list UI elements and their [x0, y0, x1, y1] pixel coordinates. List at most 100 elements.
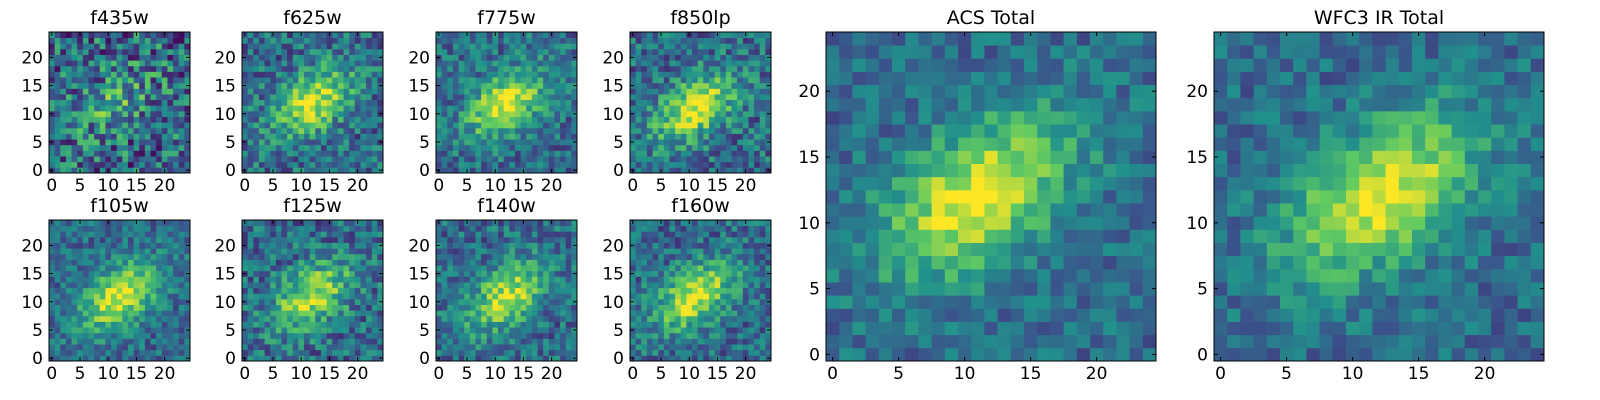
- heatmap-cell: [759, 48, 766, 55]
- heatmap-cell: [481, 133, 488, 140]
- heatmap-cell: [366, 144, 373, 151]
- heatmap-cell: [247, 105, 254, 112]
- heatmap-cell: [253, 282, 260, 289]
- heatmap-cell: [675, 315, 682, 322]
- heatmap-cell: [646, 60, 653, 67]
- heatmap-cell: [742, 332, 749, 339]
- heatmap-cell: [253, 144, 260, 151]
- heatmap-cell: [309, 43, 316, 50]
- heatmap-cell: [635, 82, 642, 89]
- heatmap-cell: [315, 220, 322, 227]
- heatmap-cell: [54, 282, 61, 289]
- heatmap-cell: [464, 293, 471, 300]
- heatmap-cell: [486, 43, 493, 50]
- heatmap-cell: [178, 71, 185, 78]
- heatmap-cell: [332, 99, 339, 106]
- heatmap-cell: [492, 242, 499, 249]
- heatmap-cell: [133, 133, 140, 140]
- heatmap-cell: [343, 43, 350, 50]
- heatmap-cell: [326, 310, 333, 317]
- heatmap-cell: [264, 139, 271, 146]
- heatmap-cell: [60, 54, 67, 61]
- heatmap-cell: [725, 338, 732, 345]
- heatmap-cell: [669, 161, 676, 168]
- heatmap-cell: [531, 65, 538, 72]
- heatmap-cell: [88, 282, 95, 289]
- heatmap-cell: [548, 259, 555, 266]
- heatmap-cell: [258, 150, 265, 157]
- heatmap-cell: [754, 287, 761, 294]
- heatmap-cell: [275, 43, 282, 50]
- heatmap-cell: [543, 265, 550, 272]
- heatmap-cell: [65, 161, 72, 168]
- heatmap-cell: [686, 133, 693, 140]
- heatmap-cell: [315, 94, 322, 101]
- heatmap-cell: [270, 144, 277, 151]
- heatmap-cell: [441, 122, 448, 129]
- heatmap-cell: [161, 231, 168, 238]
- heatmap-cell: [441, 94, 448, 101]
- heatmap-cell: [343, 77, 350, 84]
- heatmap-cell: [49, 310, 56, 317]
- heatmap-cell: [565, 48, 572, 55]
- heatmap-cell: [99, 77, 106, 84]
- heatmap-cell: [88, 105, 95, 112]
- heatmap-cell: [366, 116, 373, 123]
- heatmap-cell: [748, 276, 755, 283]
- heatmap-cell: [258, 293, 265, 300]
- heatmap-cell: [320, 161, 327, 168]
- heatmap-cell: [116, 265, 123, 272]
- heatmap-cell: [742, 60, 749, 67]
- heatmap-cell: [264, 127, 271, 134]
- heatmap-cell: [281, 65, 288, 72]
- heatmap-cell: [111, 220, 118, 227]
- heatmap-cell: [565, 332, 572, 339]
- heatmap-cell: [178, 161, 185, 168]
- heatmap-cell: [481, 225, 488, 232]
- heatmap-cell: [275, 242, 282, 249]
- heatmap-cell: [371, 48, 378, 55]
- heatmap-cell: [337, 88, 344, 95]
- heatmap-cell: [509, 276, 516, 283]
- heatmap-cell: [543, 77, 550, 84]
- heatmap-cell: [475, 242, 482, 249]
- heatmap-cell: [554, 116, 561, 123]
- heatmap-cell: [77, 54, 84, 61]
- heatmap-cell: [173, 344, 180, 351]
- heatmap-cell: [560, 54, 567, 61]
- heatmap-cell: [436, 43, 443, 50]
- heatmap-cell: [548, 276, 555, 283]
- heatmap-cell: [475, 315, 482, 322]
- heatmap-cell: [309, 327, 316, 334]
- heatmap-cell: [127, 122, 134, 129]
- heatmap-cell: [464, 338, 471, 345]
- heatmap-cell: [178, 248, 185, 255]
- heatmap-cell: [54, 71, 61, 78]
- heatmap-cell: [565, 259, 572, 266]
- heatmap-cell: [60, 315, 67, 322]
- heatmap-cell: [436, 122, 443, 129]
- heatmap-cell: [82, 265, 89, 272]
- heatmap-cell: [366, 225, 373, 232]
- heatmap-cell: [565, 82, 572, 89]
- heatmap-cell: [275, 105, 282, 112]
- heatmap-cell: [122, 77, 129, 84]
- heatmap-cell: [77, 304, 84, 311]
- heatmap-cell: [354, 304, 361, 311]
- heatmap-cell: [658, 139, 665, 146]
- heatmap-cell: [144, 321, 151, 328]
- heatmap-cell: [686, 315, 693, 322]
- heatmap-cell: [258, 161, 265, 168]
- heatmap-cell: [503, 236, 510, 243]
- heatmap-cell: [127, 265, 134, 272]
- heatmap-cell: [60, 349, 67, 356]
- heatmap-cell: [759, 133, 766, 140]
- heatmap-cell: [82, 167, 89, 174]
- heatmap-cell: [77, 150, 84, 157]
- heatmap-cell: [167, 242, 174, 249]
- heatmap-cell: [309, 220, 316, 227]
- heatmap-cell: [298, 248, 305, 255]
- heatmap-cell: [680, 116, 687, 123]
- heatmap-cell: [520, 265, 527, 272]
- heatmap-cell: [161, 304, 168, 311]
